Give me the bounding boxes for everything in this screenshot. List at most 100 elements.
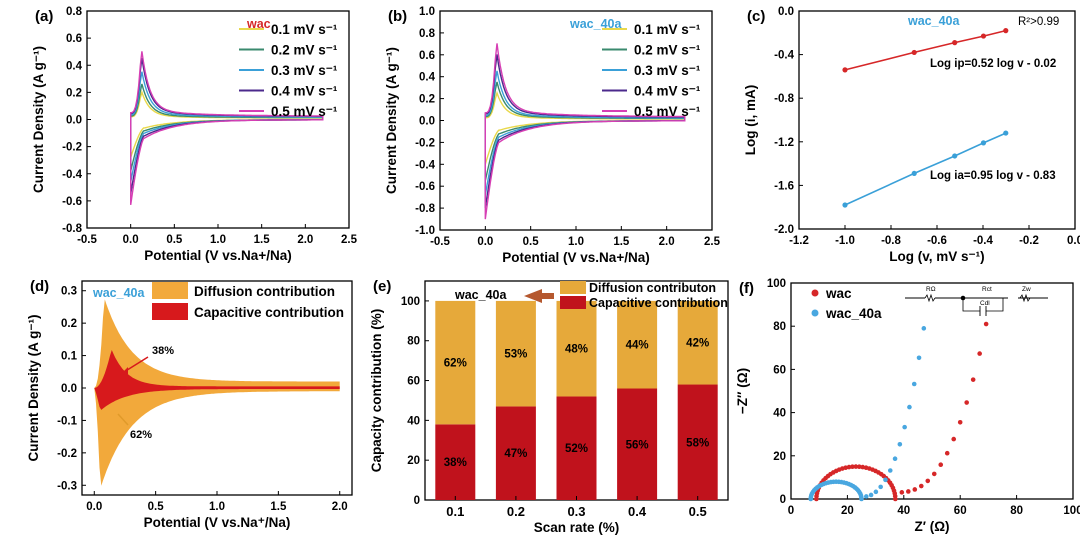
data-point [980,140,987,146]
x-tick-label: -0.4 [973,235,993,247]
y-tick-label: 0.3 [61,286,77,298]
data-point [970,377,976,382]
data-point [911,381,917,387]
y-tick-label: -0.6 [62,196,82,208]
legend-entry: 0.4 mV s⁻¹ [271,84,338,99]
legend-arrow [524,289,554,303]
capacitor-symbol [979,306,987,316]
bar-label: 44% [626,340,649,352]
bar-diffusion [435,300,476,425]
legend-entry: 0.2 mV s⁻¹ [634,43,701,58]
panel-label: (c) [747,8,765,25]
data-point [952,40,958,46]
y-tick-label: 0.0 [778,6,794,18]
legend-entry: wac_40a [825,306,882,321]
y-tick-label: 0.0 [419,116,435,128]
data-point [911,49,917,56]
capacitor-branch [962,298,1004,312]
data-point [921,326,927,331]
data-point [897,441,903,447]
y-axis-label: −Z″ (Ω) [735,368,750,414]
y-tick-label: -2.0 [774,224,794,236]
fit-equation: Log ip=0.52 log v - 0.02 [930,58,1056,70]
panel-5: 0 20 40 60 80 100 0 20 40 60 80 100 Z′ (Ω) −Z″ (Ω) (f)… [735,278,1080,534]
bar-capacitive [617,388,658,500]
data-point [868,492,874,498]
x-tick-label: 40 [897,505,910,517]
data-point [918,483,924,489]
x-tick-label: -0.2 [1019,235,1039,247]
x-axis-label: Z′ (Ω) [914,519,949,534]
panel-label: (f) [739,280,754,297]
x-tick-label: -0.6 [927,235,947,247]
bar-diffusion [556,300,597,397]
data-point [916,355,922,361]
bar-label: 56% [626,439,649,451]
data-point [912,487,918,492]
circuit-label: Rct [982,286,992,293]
series-1-5 [484,43,686,220]
x-tick-label: 1.0 [210,234,226,246]
y-tick-label: -0.8 [774,93,794,105]
data-point [846,464,852,470]
bar-capacitive [435,424,476,500]
warburg-symbol [1019,293,1031,303]
data-point [853,464,859,469]
x-tick-label: 20 [841,505,854,517]
legend-entry: Diffusion contribution [194,284,335,299]
bar-capacitive [495,406,536,500]
legend-entry: 0.4 mV s⁻¹ [634,84,701,99]
x-tick-label: 0.5 [523,236,540,248]
x-tick-label: 0.3 [567,504,585,519]
data-point [850,464,855,470]
circuit-label: Cdl [980,300,990,307]
resistor-symbol [924,293,936,303]
legend-entry: wac [825,286,852,301]
bar-label: 42% [686,338,709,350]
series-0-5 [130,51,324,205]
panel-4: 0 20 40 60 80 100 Scan rate (%) Capacity contri… [369,278,729,535]
y-axis-label: Capacity contribution (%) [369,309,384,473]
x-tick-label: 0.1 [446,504,464,519]
data-point [842,67,848,73]
legend-entry: 0.5 mV s⁻¹ [271,104,338,119]
x-tick-label: 1.5 [254,234,271,246]
data-point [906,489,911,494]
data-point [980,33,987,39]
y-tick-label: 100 [401,296,420,308]
y-tick-label: 0.2 [419,94,435,106]
annotation-label: 38% [152,345,174,357]
circuit-label: RΩ [926,286,936,293]
y-tick-label: 0.0 [61,383,77,395]
x-axis-label: Log (v, mV s⁻¹) [889,249,984,264]
y-tick-label: 0.2 [66,87,82,99]
data-point [892,456,898,462]
y-tick-label: 0.6 [66,33,82,45]
data-point [938,462,944,468]
data-point [1003,130,1009,136]
legend-entry: Capacitive contribution [589,296,728,310]
x-tick-label: 1.0 [209,501,225,513]
panel-3: 0.0 0.5 1.0 1.5 2.0 -0.3 -0.2 -0.1 0.0 0.1 0.2 0.3 P… [26,278,353,530]
y-tick-label: 0 [414,495,420,507]
x-tick-label: 2.0 [297,234,313,246]
x-tick-label: 0.2 [507,504,525,519]
data-point [952,153,958,159]
y-tick-label: 0.8 [419,28,436,40]
data-point [977,351,982,356]
data-point [863,494,869,499]
data-point [964,400,969,405]
y-tick-label: -0.4 [415,159,435,171]
x-tick-label: 0.0 [123,234,139,246]
axes-frame [790,282,1074,500]
legend-swatch [152,282,188,299]
data-point [873,489,879,495]
panel-label: (d) [30,278,49,295]
legend-entry: 0.3 mV s⁻¹ [634,63,701,78]
y-tick-label: -1.0 [415,225,435,237]
data-point [883,477,888,483]
annotation-label: 62% [130,429,152,441]
y-tick-label: 0.2 [61,318,77,330]
data-point [893,496,898,502]
bar-capacitive [556,396,597,500]
